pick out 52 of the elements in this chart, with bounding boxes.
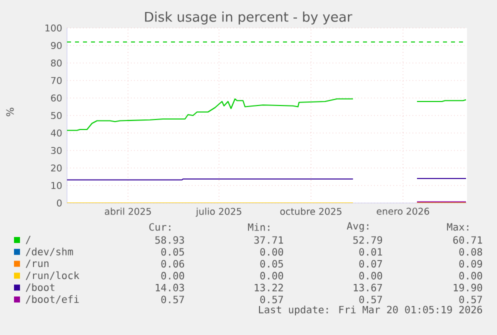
y-tick-label: 40 <box>50 129 62 137</box>
legend-label: /run/lock <box>26 271 80 280</box>
text: 0.57 <box>161 296 184 304</box>
text: 0.08 <box>459 248 482 256</box>
text: 0.00 <box>161 272 184 280</box>
text: 58.93 <box>155 236 184 244</box>
y-tick-label: 30 <box>51 146 62 154</box>
y-tick-label: 10 <box>51 182 62 190</box>
text: Cur: <box>149 223 170 231</box>
x-tick-label: enero 2026 <box>376 208 430 215</box>
y-axis-title: % <box>6 108 14 116</box>
x-tick-label: abril 2025 <box>104 208 151 215</box>
legend-label: /boot <box>26 283 54 292</box>
text: 0.00 <box>260 248 284 256</box>
y-tick-label: 100 <box>46 24 62 32</box>
text: 13.67 <box>354 284 382 292</box>
legend-label: /dev/shm <box>26 248 73 256</box>
y-tick-label: 0 <box>56 199 62 207</box>
text: 0.00 <box>459 272 482 280</box>
text: Max: <box>447 223 468 231</box>
text: 0.57 <box>359 296 382 304</box>
legend-label: /run <box>26 260 48 268</box>
text: 0.01 <box>359 248 382 256</box>
text: 14.03 <box>156 284 184 292</box>
x-tick-label: julio 2025 <box>196 208 242 217</box>
text: 0.00 <box>359 272 382 280</box>
legend-label: /boot/efi <box>26 295 79 304</box>
text: 37.71 <box>254 236 284 244</box>
text: 0.57 <box>459 296 482 304</box>
text: 60.71 <box>453 236 482 244</box>
y-tick-label: 60 <box>51 94 62 102</box>
y-tick-label: 90 <box>51 42 62 50</box>
text: 0.05 <box>161 248 184 256</box>
text: 0.06 <box>161 260 184 268</box>
text: 0.57 <box>260 296 283 304</box>
text: 52.79 <box>353 236 382 244</box>
y-tick-label: 70 <box>51 76 62 84</box>
text: 0.05 <box>260 260 283 268</box>
text: Avg: <box>346 222 368 232</box>
text: Last update: Fri Mar 20 01:05:19 2026 <box>259 306 482 316</box>
x-tick-label: octubre 2025 <box>280 208 342 215</box>
text: 0.09 <box>459 260 482 268</box>
text: 19.90 <box>454 284 482 292</box>
text: Min: <box>248 223 270 231</box>
y-tick-label: 80 <box>51 59 62 67</box>
text: 0.07 <box>359 260 382 268</box>
legend-label: / <box>26 236 31 244</box>
y-tick-label: 20 <box>51 164 62 172</box>
chart-title: Disk usage in percent - by year <box>145 12 352 24</box>
text: 0.00 <box>260 272 284 280</box>
text: 13.22 <box>254 284 283 292</box>
y-tick-label: 50 <box>51 112 62 120</box>
